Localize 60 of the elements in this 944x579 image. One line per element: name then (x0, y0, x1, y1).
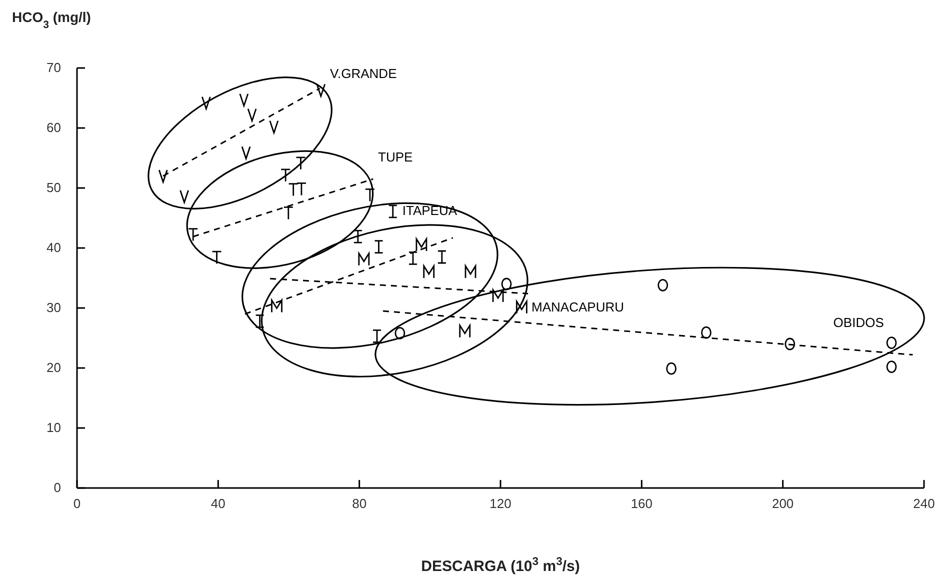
point (886, 360, 897, 373)
point (316, 84, 326, 97)
point (212, 250, 222, 264)
point (886, 336, 897, 349)
x-tick-label: 120 (490, 496, 512, 511)
point (247, 108, 257, 122)
point (416, 238, 428, 252)
point (158, 169, 168, 183)
point (658, 279, 668, 292)
y-tick-label: 20 (46, 360, 61, 375)
point (408, 252, 418, 265)
point (374, 240, 384, 254)
point (239, 93, 249, 106)
point (358, 252, 370, 266)
point (492, 289, 504, 303)
point (296, 182, 307, 196)
point (784, 338, 796, 350)
point (201, 96, 211, 110)
y-tick-label: 70 (46, 60, 61, 75)
point (501, 278, 512, 290)
point (437, 250, 447, 264)
series-label: ITAPEUA (402, 203, 458, 218)
x-tick-label: 0 (73, 496, 81, 511)
x-tick-label: 80 (352, 496, 367, 511)
x-tick-label: 40 (210, 496, 226, 511)
series-label: V.GRANDE (330, 66, 398, 82)
x-tick-label: 200 (772, 496, 794, 511)
point (288, 183, 299, 196)
point (394, 327, 406, 340)
point (464, 265, 476, 279)
y-tick-label: 30 (46, 300, 61, 315)
point (516, 300, 528, 314)
point (271, 300, 282, 313)
y-tick-label: 10 (46, 420, 61, 435)
point (255, 314, 265, 328)
y-tick-label: 40 (46, 240, 61, 255)
point (701, 326, 712, 339)
series-label: TUPE (378, 150, 414, 165)
y-tick-label: 60 (46, 120, 61, 135)
y-tick-label: 0 (54, 480, 61, 495)
point (280, 168, 291, 182)
point (241, 146, 251, 160)
y-tick-label: 50 (46, 180, 61, 195)
point (269, 120, 279, 134)
point (353, 230, 363, 244)
x-axis-title: DESCARGA (10$^{3}$ m$^{3}$/s) (421, 556, 580, 575)
point (372, 330, 382, 343)
x-tick-label: 240 (913, 496, 935, 511)
series-label: MANACAPURU (532, 300, 624, 315)
point (459, 324, 471, 338)
point (188, 228, 198, 242)
point (283, 206, 294, 220)
point (423, 265, 435, 279)
point (388, 204, 398, 218)
point (296, 156, 306, 170)
x-tick-label: 160 (630, 496, 653, 511)
point (666, 362, 677, 375)
y-axis-title: HCO$_{3}$ (mg/l) (12, 9, 91, 31)
point (364, 188, 376, 202)
series-label: OBIDOS (833, 315, 884, 330)
